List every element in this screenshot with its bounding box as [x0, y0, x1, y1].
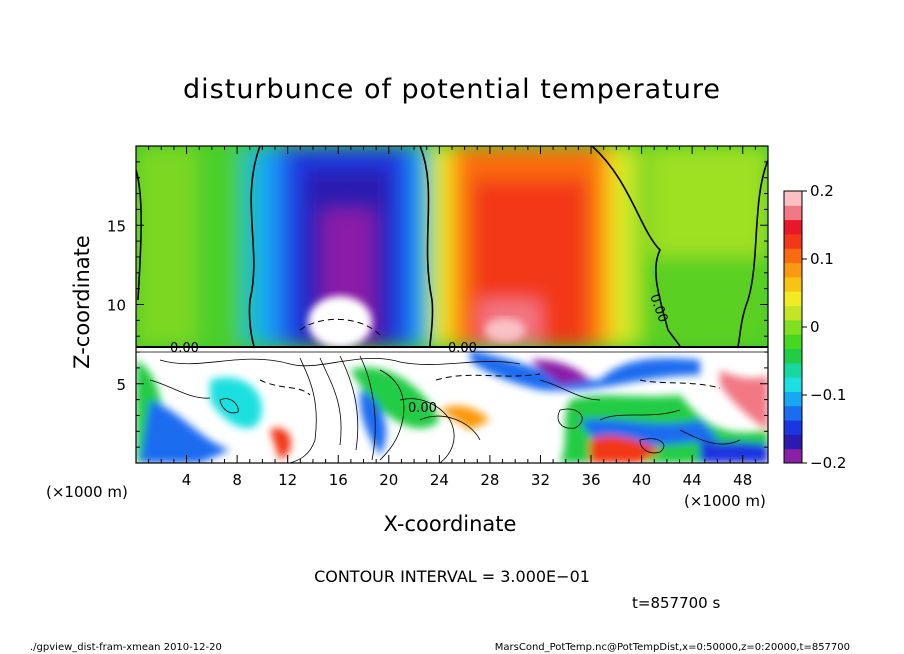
heatmap-field: [136, 146, 768, 463]
colorbar-segment: [784, 420, 802, 435]
lower-layer-patches: [136, 350, 768, 463]
chart-title: disturbunce of potential temperature: [183, 74, 721, 105]
colorbar-tick-label: 0.2: [810, 182, 834, 200]
y-tick-label: 10: [107, 297, 126, 315]
colorbar-segment: [784, 276, 802, 292]
colorbar-tick-label: −0.2: [810, 454, 846, 472]
x-tick-label: 44: [683, 471, 702, 489]
colorbar-segment: [784, 391, 802, 407]
x-tick-label: 36: [581, 471, 600, 489]
colorbar-segment: [784, 405, 802, 421]
colorbar-segment: [784, 262, 802, 278]
axis-ticks: [136, 146, 768, 463]
x-tick-label: 16: [329, 471, 348, 489]
colorbar-segment: [784, 319, 802, 335]
colorbar-segment: [784, 377, 802, 392]
y-tick-label: 15: [107, 217, 126, 235]
contour-label: 0.00: [170, 341, 199, 356]
colorbar-tick-label: 0: [810, 318, 820, 336]
contour-lines: [136, 146, 768, 347]
upper-anomalies: [136, 146, 768, 346]
x-unit-label-left: (×1000 m): [46, 483, 128, 501]
colorbar-segment: [784, 191, 802, 206]
footer-data-source: MarsCond_PotTemp.nc@PotTempDist,x=0:5000…: [494, 642, 850, 653]
colorbar-segment: [784, 233, 802, 249]
colorbar-segment: [784, 362, 802, 378]
x-tick-label: 4: [182, 471, 192, 489]
x-tick-label: 48: [733, 471, 752, 489]
x-unit-label-right: (×1000 m): [684, 492, 766, 510]
colorbar-segment: [784, 205, 802, 221]
colorbar-segment: [784, 448, 802, 464]
contour-label: 0.00: [408, 401, 437, 416]
colorbar-segment: [784, 305, 802, 321]
footer-script-name: ./gpview_dist-fram-xmean 2010-12-20: [30, 642, 222, 653]
x-tick-label: 32: [531, 471, 550, 489]
colorbar-tick-label: −0.1: [810, 386, 846, 404]
lower-contours: [140, 351, 768, 463]
x-tick-label: 24: [430, 471, 449, 489]
x-tick-label: 8: [232, 471, 242, 489]
colorbar-segment: [784, 434, 802, 450]
contour-interval-label: CONTOUR INTERVAL = 3.000E−01: [314, 567, 590, 586]
time-label: t=857700 s: [632, 594, 721, 612]
x-axis-label: X-coordinate: [383, 512, 517, 536]
contour-label: 0.00: [448, 341, 477, 356]
y-axis-label: Z-coordinate: [70, 235, 94, 369]
x-tick-label: 28: [480, 471, 499, 489]
colorbar-segment: [784, 291, 802, 307]
y-tick-label: 5: [116, 376, 126, 394]
dashed-contours: [259, 318, 721, 396]
colorbar: 0.2 0.1 0 −0.1 −0.2: [783, 182, 846, 472]
colorbar-segment: [784, 219, 802, 235]
x-tick-label: 40: [632, 471, 651, 489]
colorbar-segment: [784, 348, 802, 364]
x-tick-label: 20: [379, 471, 398, 489]
x-tick-label: 12: [278, 471, 297, 489]
colorbar-tick-label: 0.1: [810, 250, 834, 268]
colorbar-segment: [784, 248, 802, 264]
colorbar-segment: [784, 334, 802, 349]
